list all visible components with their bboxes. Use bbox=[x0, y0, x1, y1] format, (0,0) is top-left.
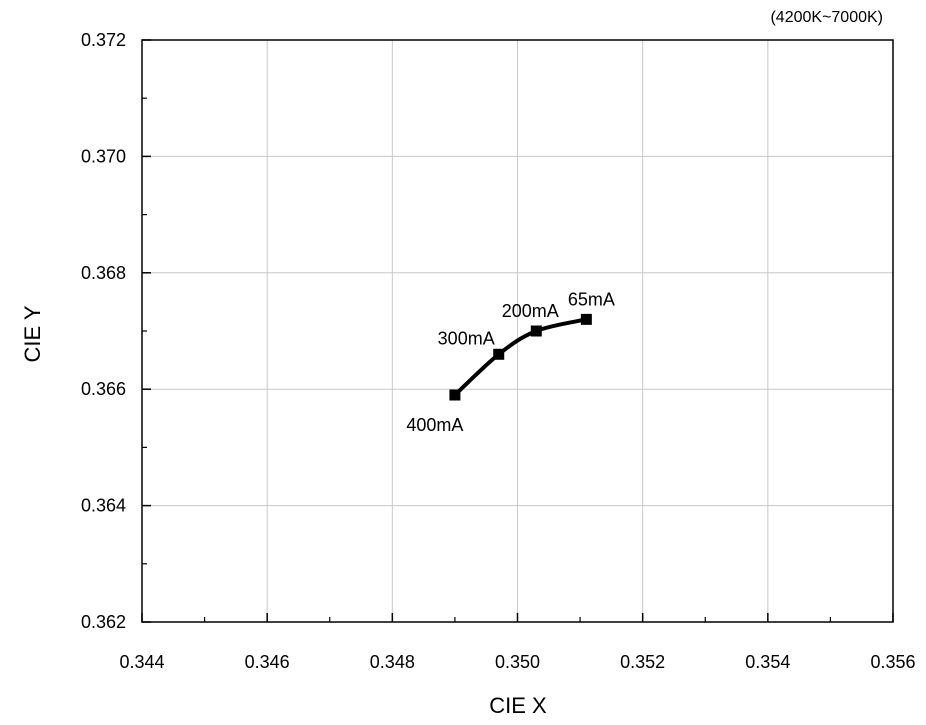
data-point-label: 65mA bbox=[568, 289, 615, 309]
y-tick-label: 0.368 bbox=[81, 263, 126, 283]
y-tick-label: 0.364 bbox=[81, 496, 126, 516]
data-point-label: 400mA bbox=[406, 415, 463, 435]
cct-range-note: (4200K~7000K) bbox=[770, 9, 883, 26]
x-tick-label: 0.350 bbox=[495, 652, 540, 672]
y-tick-label: 0.362 bbox=[81, 612, 126, 632]
y-axis-title: CIE Y bbox=[20, 305, 45, 362]
x-axis-title: CIE X bbox=[489, 693, 547, 718]
x-tick-label: 0.354 bbox=[745, 652, 790, 672]
x-tick-label: 0.352 bbox=[620, 652, 665, 672]
x-tick-label: 0.356 bbox=[870, 652, 915, 672]
y-tick-labels: 0.362 0.364 0.366 0.368 0.370 0.372 bbox=[81, 30, 126, 632]
y-tick-label: 0.370 bbox=[81, 146, 126, 166]
y-tick-label: 0.366 bbox=[81, 379, 126, 399]
series-line bbox=[452, 317, 589, 398]
x-tick-labels: 0.344 0.346 0.348 0.350 0.352 0.354 0.356 bbox=[119, 652, 915, 672]
grid bbox=[142, 40, 893, 622]
data-point-marker bbox=[580, 313, 592, 325]
data-point-marker bbox=[530, 325, 542, 337]
data-markers bbox=[449, 313, 592, 401]
data-point-marker bbox=[493, 348, 505, 360]
data-point-label: 300mA bbox=[438, 328, 495, 348]
minor-ticks bbox=[141, 39, 894, 623]
y-tick-label: 0.372 bbox=[81, 30, 126, 50]
x-tick-label: 0.348 bbox=[370, 652, 415, 672]
x-tick-label: 0.346 bbox=[245, 652, 290, 672]
x-tick-label: 0.344 bbox=[119, 652, 164, 672]
data-point-label: 200mA bbox=[502, 301, 559, 321]
data-point-marker bbox=[449, 389, 461, 401]
point-labels: 400mA 300mA 200mA 65mA bbox=[406, 289, 614, 435]
